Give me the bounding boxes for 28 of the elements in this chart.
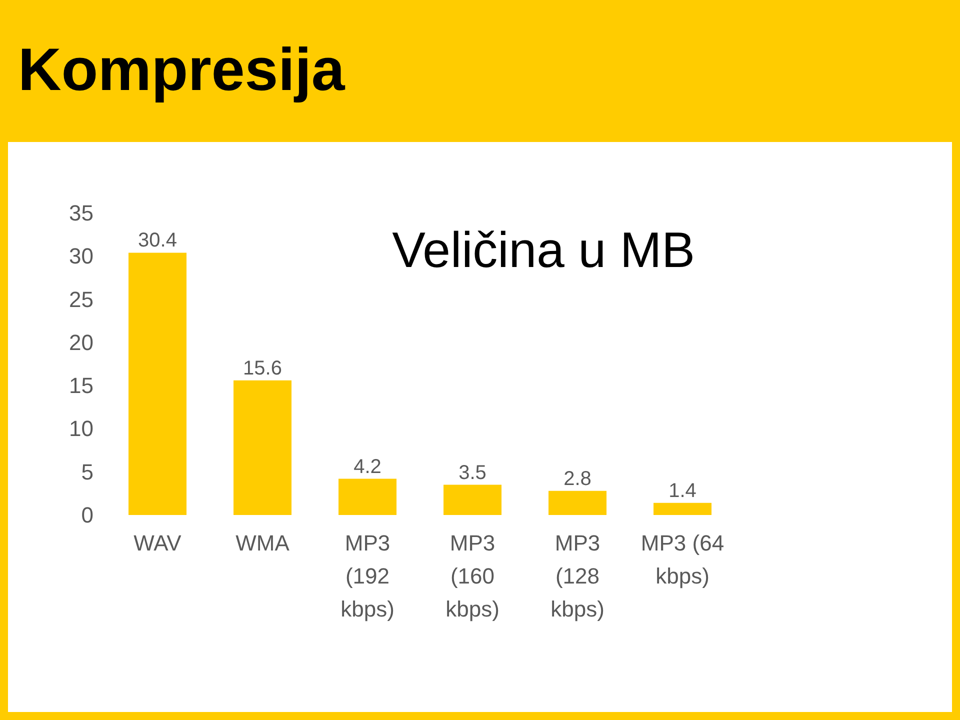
- bar: [234, 380, 292, 515]
- bar: [548, 490, 606, 515]
- chart-subtitle: Veličina u MB: [392, 222, 695, 278]
- data-label: 1.4: [668, 480, 696, 502]
- bar: [338, 478, 396, 515]
- chart-title: Kompresija: [17, 35, 346, 105]
- x-tick-label: WMA: [236, 530, 290, 556]
- y-tick-label: 0: [81, 502, 94, 528]
- data-label: 2.8: [564, 468, 592, 490]
- y-tick-label: 25: [69, 286, 94, 312]
- x-tick-label: MP3 (64 kbps): [640, 530, 724, 588]
- y-tick-label: 35: [69, 200, 94, 226]
- data-label: 4.2: [354, 456, 382, 478]
- y-tick-label: 20: [69, 330, 94, 355]
- bar: [128, 252, 186, 515]
- y-tick-label: 15: [69, 373, 94, 398]
- data-label: 15.6: [243, 357, 282, 380]
- data-label: 30.4: [138, 230, 177, 252]
- x-tick-label: MP3 (192 kbps): [340, 530, 394, 622]
- x-tick-label: WAV: [134, 530, 182, 556]
- x-tick-label: MP3 (128 kbps): [550, 530, 604, 622]
- x-tick-label: MP3 (160 kbps): [446, 530, 500, 622]
- bar: [444, 484, 502, 515]
- y-tick-label: 10: [69, 416, 94, 442]
- bar: [654, 502, 712, 515]
- data-label: 3.5: [458, 462, 486, 484]
- y-tick-label: 5: [81, 459, 94, 484]
- y-tick-label: 30: [69, 244, 94, 269]
